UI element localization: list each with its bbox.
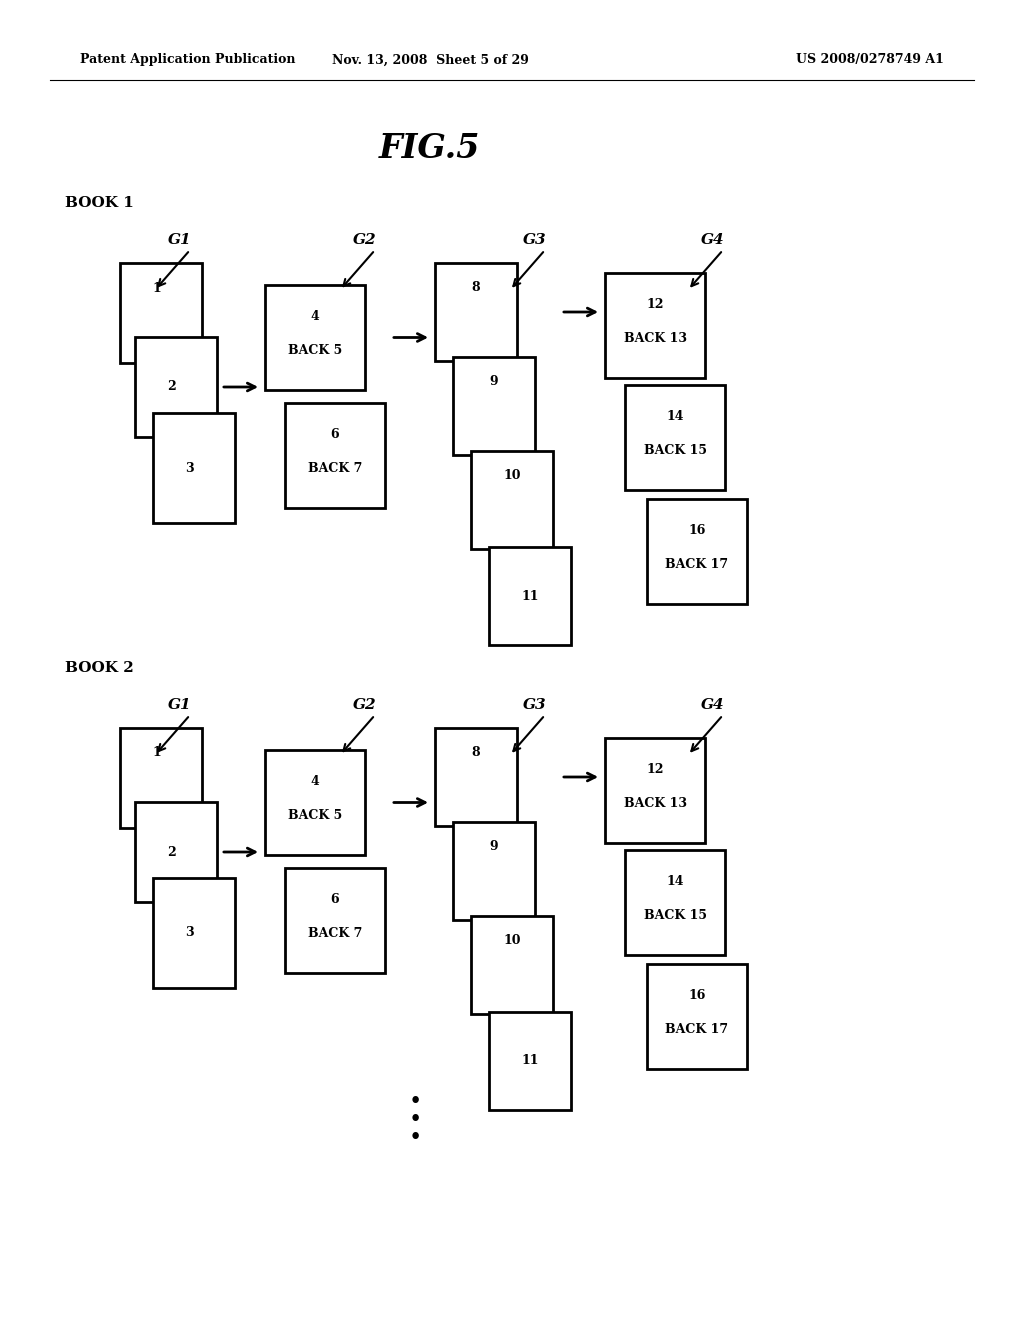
Text: 6: 6: [331, 428, 339, 441]
Text: 14: 14: [667, 411, 684, 422]
Text: 10: 10: [503, 469, 521, 482]
Text: BACK 7: BACK 7: [308, 462, 362, 475]
Text: BACK 15: BACK 15: [643, 444, 707, 457]
Bar: [471, 916, 553, 1014]
Text: 4: 4: [310, 775, 319, 788]
Bar: [625, 850, 725, 954]
Text: BACK 17: BACK 17: [666, 1023, 728, 1036]
Bar: [453, 822, 535, 920]
Text: Nov. 13, 2008  Sheet 5 of 29: Nov. 13, 2008 Sheet 5 of 29: [332, 54, 528, 66]
Text: 3: 3: [185, 462, 195, 474]
Text: •: •: [409, 1092, 422, 1113]
Bar: [120, 729, 202, 828]
Text: 2: 2: [168, 380, 176, 393]
Text: Patent Application Publication: Patent Application Publication: [80, 54, 296, 66]
Bar: [453, 356, 535, 455]
Bar: [647, 964, 746, 1069]
Text: G2: G2: [353, 698, 377, 711]
Bar: [135, 803, 217, 902]
Text: G4: G4: [701, 234, 725, 247]
Text: G1: G1: [168, 234, 191, 247]
Bar: [285, 869, 385, 973]
Text: •: •: [409, 1109, 422, 1131]
Bar: [625, 385, 725, 490]
Bar: [153, 413, 234, 523]
Text: 10: 10: [503, 935, 521, 946]
Text: BACK 5: BACK 5: [288, 343, 342, 356]
Text: G1: G1: [168, 698, 191, 711]
Text: 16: 16: [688, 989, 706, 1002]
Text: 4: 4: [310, 310, 319, 323]
Text: 9: 9: [489, 375, 499, 388]
Text: 3: 3: [185, 927, 195, 940]
Text: FIG.5: FIG.5: [379, 132, 480, 165]
Bar: [605, 738, 705, 843]
Bar: [647, 499, 746, 605]
Text: 6: 6: [331, 894, 339, 906]
Text: 16: 16: [688, 524, 706, 537]
Bar: [605, 273, 705, 378]
Bar: [285, 403, 385, 508]
Bar: [265, 750, 365, 855]
Text: BACK 17: BACK 17: [666, 557, 728, 570]
Bar: [120, 263, 202, 363]
Text: G2: G2: [353, 234, 377, 247]
Text: 11: 11: [521, 590, 539, 602]
Bar: [435, 263, 517, 360]
Text: •: •: [409, 1127, 422, 1148]
Text: 1: 1: [153, 747, 161, 759]
Text: 2: 2: [168, 846, 176, 858]
Text: 9: 9: [489, 840, 499, 853]
Text: US 2008/0278749 A1: US 2008/0278749 A1: [796, 54, 944, 66]
Text: BACK 13: BACK 13: [624, 331, 686, 345]
Text: 8: 8: [472, 281, 480, 294]
Text: BACK 13: BACK 13: [624, 796, 686, 809]
Text: 12: 12: [646, 298, 664, 312]
Text: BACK 7: BACK 7: [308, 927, 362, 940]
Text: G4: G4: [701, 698, 725, 711]
Bar: [135, 337, 217, 437]
Bar: [435, 729, 517, 826]
Bar: [471, 451, 553, 549]
Text: G3: G3: [523, 698, 547, 711]
Text: BACK 15: BACK 15: [643, 908, 707, 921]
Text: BOOK 2: BOOK 2: [65, 661, 134, 675]
Bar: [489, 1012, 571, 1110]
Text: 8: 8: [472, 746, 480, 759]
Text: 14: 14: [667, 875, 684, 888]
Bar: [489, 546, 571, 645]
Text: 12: 12: [646, 763, 664, 776]
Text: BOOK 1: BOOK 1: [65, 195, 134, 210]
Text: G3: G3: [523, 234, 547, 247]
Text: BACK 5: BACK 5: [288, 809, 342, 821]
Text: 1: 1: [153, 281, 161, 294]
Text: 11: 11: [521, 1055, 539, 1068]
Bar: [153, 878, 234, 987]
Bar: [265, 285, 365, 389]
